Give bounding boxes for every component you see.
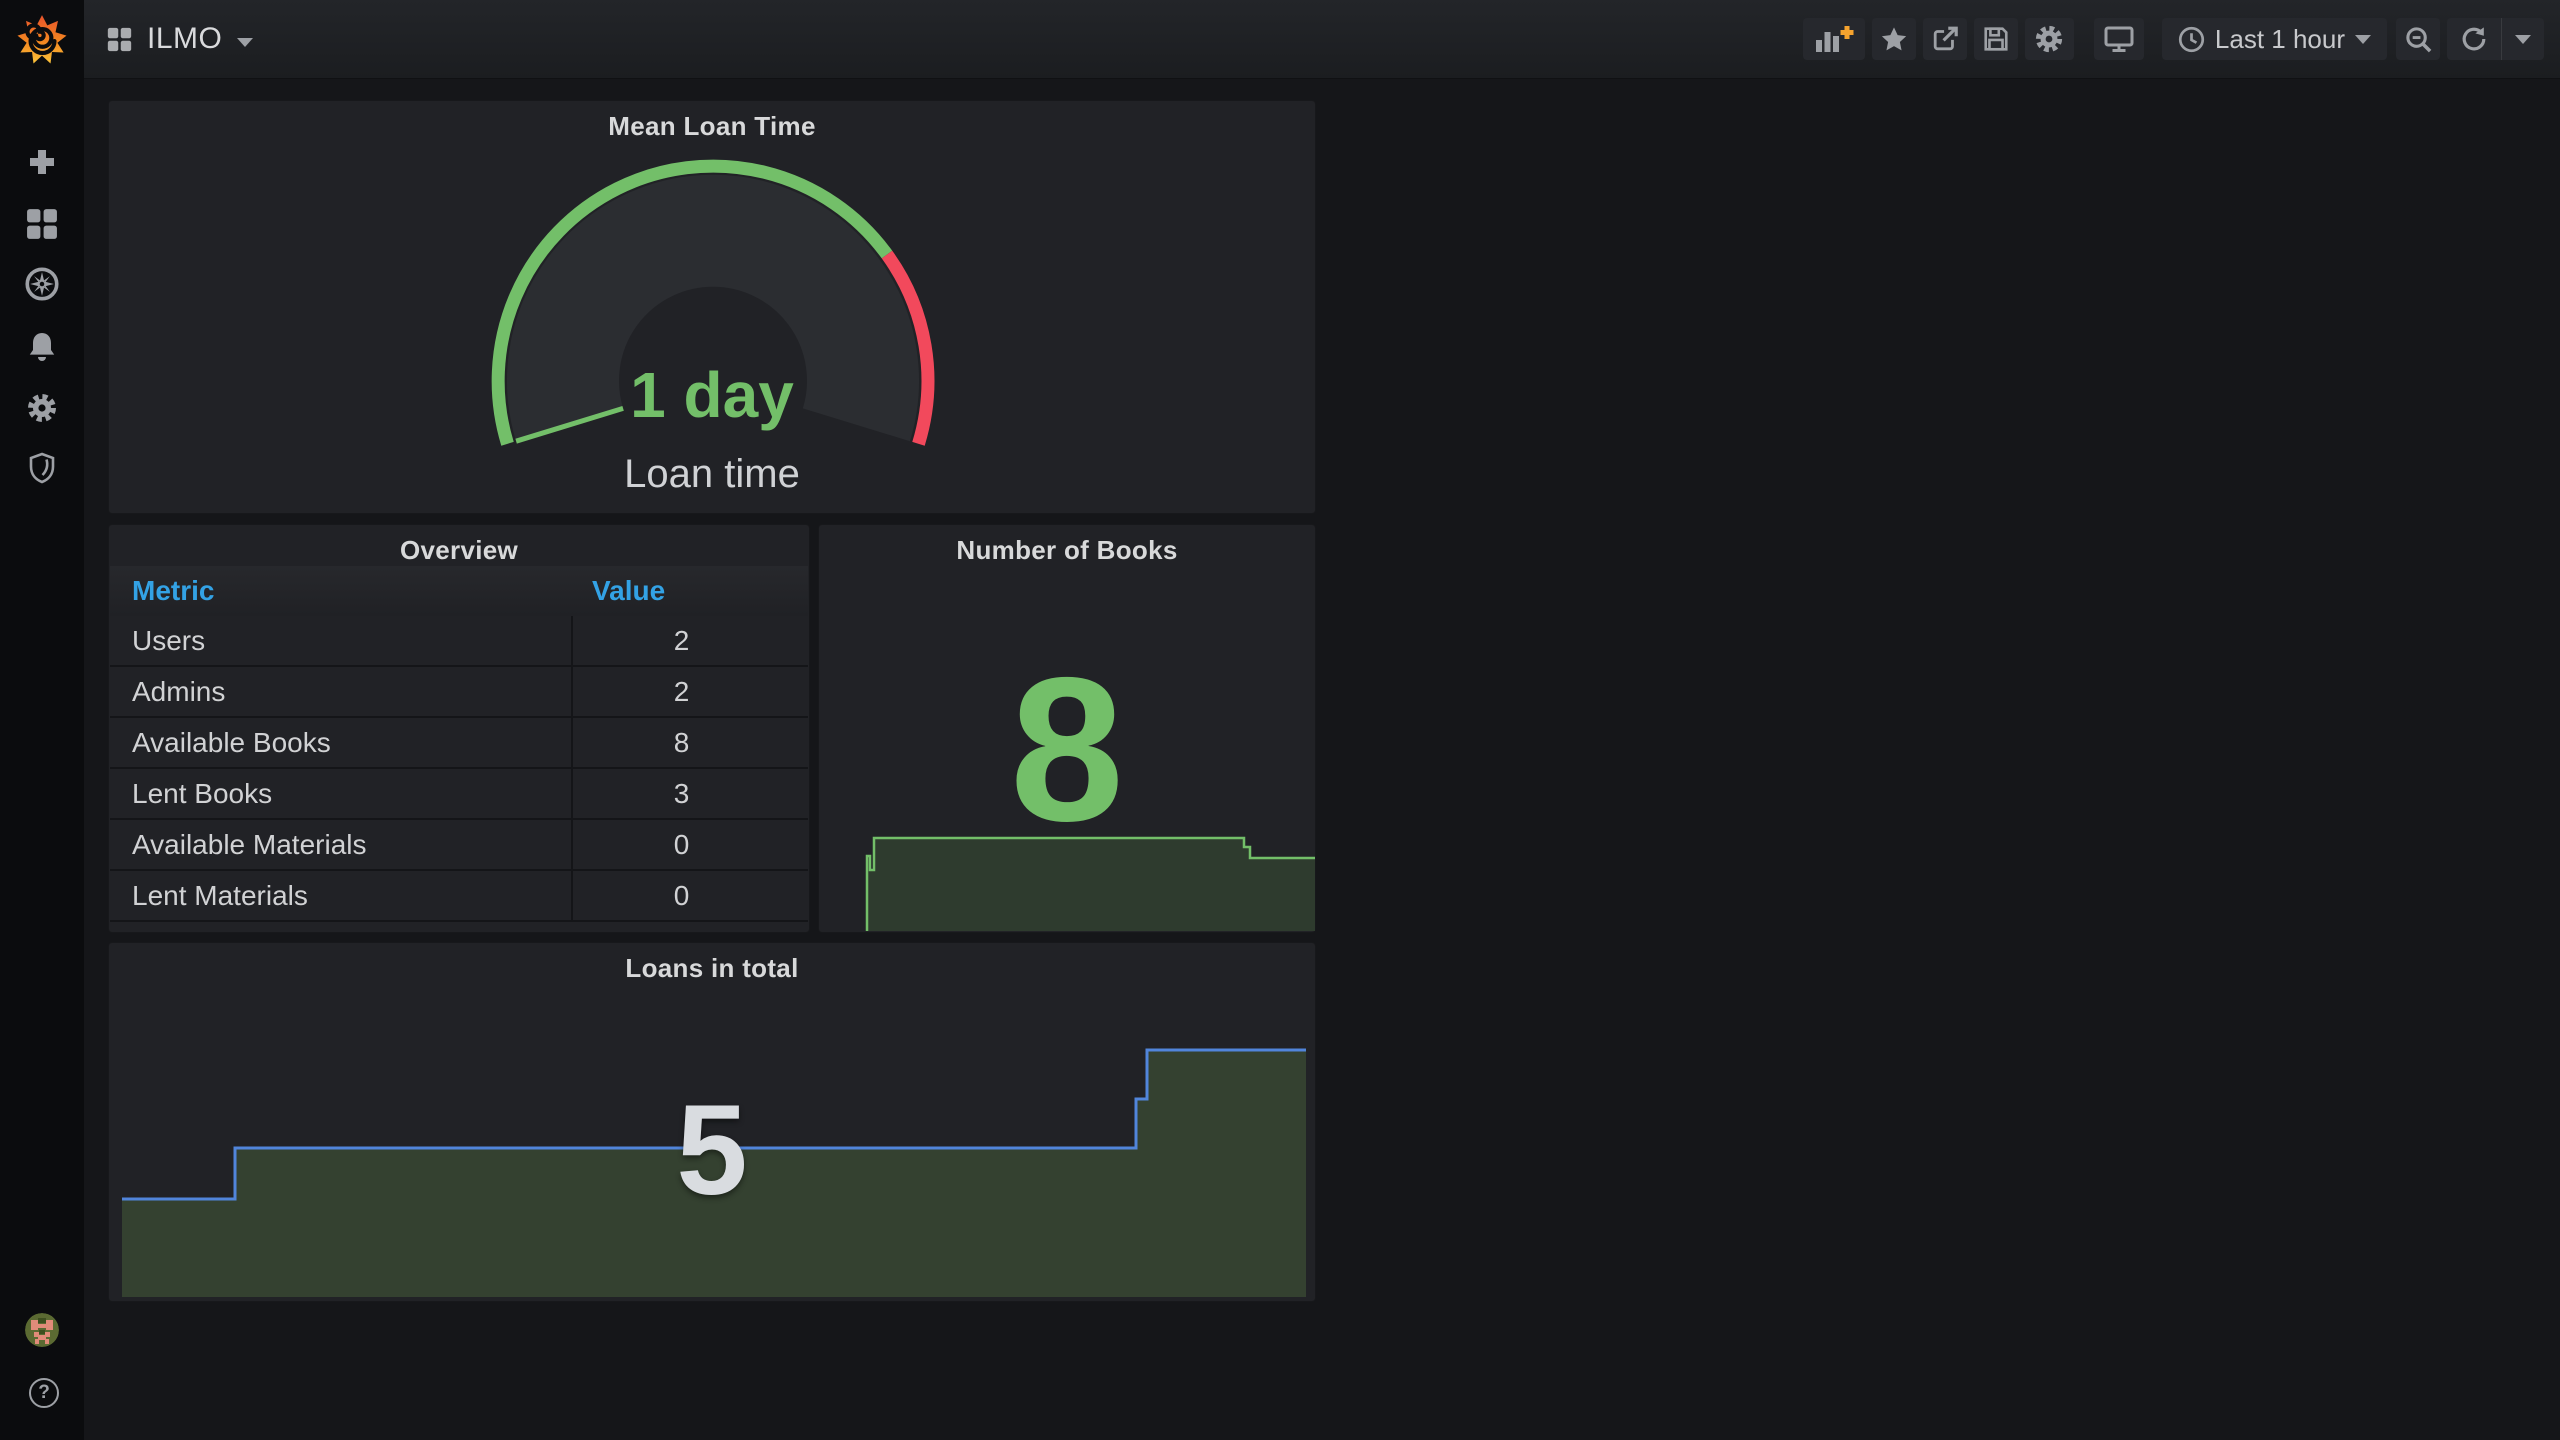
metric-cell: Users (132, 624, 206, 656)
star-icon (1881, 27, 1907, 51)
title-caret-icon (237, 37, 254, 47)
books-sparkline (865, 836, 1315, 931)
refresh-caret-icon (2515, 34, 2531, 44)
sidebar-item-explore[interactable] (18, 260, 66, 308)
panel-title[interactable]: Loans in total (625, 953, 799, 983)
grafana-logo-icon (17, 15, 67, 64)
panel-title[interactable]: Mean Loan Time (608, 111, 816, 141)
refresh-button[interactable] (2447, 18, 2502, 60)
sidebar-item-configuration[interactable] (18, 384, 66, 432)
sidebar-item-alerting[interactable] (18, 323, 66, 371)
plus-icon (30, 150, 54, 174)
sidebar: ? (0, 0, 84, 1440)
time-range-caret-icon (2355, 34, 2371, 44)
zoom-out-icon (2405, 26, 2431, 52)
compass-icon (25, 267, 59, 301)
bell-icon (29, 333, 55, 361)
loans-sparkline (122, 1048, 1306, 1297)
share-icon (1933, 26, 1958, 51)
dashboard-settings-button[interactable] (2024, 18, 2074, 60)
value-cell: 0 (571, 820, 790, 869)
shield-icon (29, 452, 55, 484)
gauge-value: 1 day (630, 359, 794, 431)
value-cell: 8 (571, 718, 790, 767)
table-row: Users 2 (110, 616, 808, 667)
refresh-icon (2462, 27, 2486, 51)
panel-loans-in-total: Loans in total 5 (108, 942, 1316, 1302)
time-range-label: Last 1 hour (2214, 23, 2345, 54)
column-header-value[interactable]: Value (592, 575, 666, 606)
sidebar-item-dashboards[interactable] (18, 200, 66, 248)
navbar-toolbar: Last 1 hour (1796, 18, 2544, 60)
gauge-value-mark (515, 406, 624, 444)
save-button[interactable] (1973, 18, 2018, 60)
refresh-interval-dropdown[interactable] (2502, 18, 2544, 60)
gear-icon (2036, 25, 2063, 53)
metric-cell: Available Materials (132, 828, 367, 860)
monitor-icon (2104, 26, 2134, 52)
table-row: Available Materials 0 (110, 820, 808, 871)
avatar-image (25, 1313, 59, 1347)
add-panel-button[interactable] (1802, 18, 1865, 60)
column-header-metric[interactable]: Metric (132, 575, 215, 606)
dashboards-grid-icon (27, 209, 57, 239)
metric-cell: Available Books (132, 726, 331, 758)
grafana-logo[interactable] (15, 13, 69, 67)
user-avatar[interactable] (25, 1313, 59, 1347)
sidebar-item-create[interactable] (18, 138, 66, 186)
dashboard-grid-icon (107, 27, 132, 51)
gauge-threshold-green (491, 159, 893, 446)
panel-title[interactable]: Number of Books (956, 535, 1178, 565)
star-button[interactable] (1871, 18, 1916, 60)
table-row: Available Books 8 (110, 718, 808, 769)
dashboard-title: ILMO (147, 22, 223, 55)
value-cell: 2 (571, 667, 790, 716)
metric-cell: Lent Books (132, 777, 273, 809)
table-row: Lent Materials 0 (110, 871, 808, 922)
panel-number-of-books: Number of Books 8 (818, 524, 1316, 933)
gauge-series-label: Loan time (624, 452, 800, 496)
clock-icon (2178, 26, 2205, 52)
time-range-picker[interactable]: Last 1 hour (2161, 18, 2387, 60)
table-row: Admins 2 (110, 667, 808, 718)
stat-value: 8 (1009, 635, 1124, 864)
help-icon[interactable]: ? (29, 1378, 59, 1408)
metric-cell: Lent Materials (132, 879, 308, 911)
navbar: ILMO (84, 0, 2560, 79)
table-header-row: Metric Value (110, 566, 808, 616)
table-body: Users 2 Admins 2 Available Books 8 Lent Books 3… (110, 616, 808, 922)
help-glyph: ? (38, 1382, 50, 1403)
panel-overview: Overview Metric Value Users 2 Admins 2 Avail… (108, 524, 810, 933)
value-cell: 0 (571, 871, 790, 920)
value-cell: 3 (571, 769, 790, 818)
value-cell: 2 (571, 616, 790, 665)
gauge-chart (491, 159, 935, 446)
metric-cell: Admins (132, 675, 226, 707)
refresh-split-button (2447, 18, 2544, 60)
tv-mode-button[interactable] (2093, 18, 2144, 60)
gauge-threshold-red (881, 250, 935, 446)
gear-icon (28, 394, 56, 422)
dashboard-title-button[interactable]: ILMO (84, 22, 254, 56)
share-button[interactable] (1922, 18, 1967, 60)
add-panel-icon (1815, 26, 1854, 52)
panel-mean-loan-time: Mean Loan Time 1 day Loan time (108, 100, 1316, 514)
stat-value: 5 (676, 1079, 748, 1222)
save-icon (1984, 27, 2008, 51)
sidebar-item-server-admin[interactable] (18, 444, 66, 492)
table-row: Lent Books 3 (110, 769, 808, 820)
panel-title[interactable]: Overview (399, 535, 519, 565)
zoom-out-button[interactable] (2396, 18, 2440, 60)
